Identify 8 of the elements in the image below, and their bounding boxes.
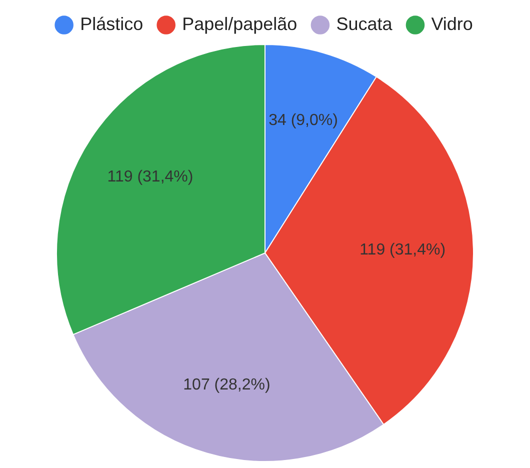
legend-label: Plástico xyxy=(80,14,144,34)
legend-label: Sucata xyxy=(336,14,394,34)
data-label: 34 (9,0%) xyxy=(268,112,338,130)
data-label: 107 (28,2%) xyxy=(183,376,270,394)
data-label: 119 (31,4%) xyxy=(360,242,446,259)
legend-label: Vidro xyxy=(431,14,473,34)
legend-label: Papel/papelão xyxy=(182,14,298,34)
data-label: 119 (31,4%) xyxy=(107,168,194,186)
